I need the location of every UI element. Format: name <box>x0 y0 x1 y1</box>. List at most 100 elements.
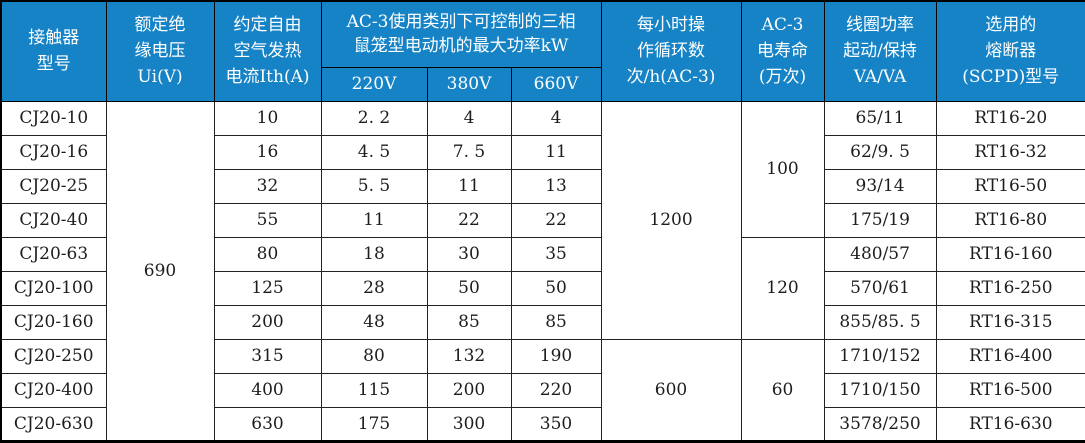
cell-kw-660v: 35 <box>510 236 602 272</box>
cell-thermal-current: 55 <box>213 202 322 238</box>
subcol-header-380v: 380V <box>426 66 512 102</box>
cell-fuse: RT16-500 <box>935 372 1085 408</box>
cell-thermal-current: 400 <box>213 372 322 408</box>
table-row: CJ20-40 55 11 22 22 175/19 RT16-80 <box>0 202 1085 238</box>
cell-model: CJ20-63 <box>0 236 107 272</box>
col-header-cycles: 每小时操 作循环数 次/h(AC-3) <box>600 0 742 102</box>
cell-life-merged: 120 <box>740 236 825 340</box>
col-header-insulation-voltage: 额定绝 缘电压 Ui(V) <box>105 0 215 102</box>
cell-insulation-voltage-merged: 690 <box>105 100 215 442</box>
cell-kw-220v: 48 <box>320 304 428 340</box>
cell-life-merged: 100 <box>740 100 825 238</box>
subcol-header-660v: 660V <box>510 66 602 102</box>
cell-kw-380v: 300 <box>426 406 512 442</box>
cell-kw-660v: 13 <box>510 168 602 204</box>
cell-coil-power: 480/57 <box>823 236 937 272</box>
cell-coil-power: 1710/152 <box>823 338 937 374</box>
cell-kw-380v: 200 <box>426 372 512 408</box>
cell-kw-220v: 4. 5 <box>320 134 428 170</box>
cell-fuse: RT16-50 <box>935 168 1085 204</box>
cell-kw-380v: 4 <box>426 100 512 136</box>
cell-kw-660v: 350 <box>510 406 602 442</box>
cell-thermal-current: 16 <box>213 134 322 170</box>
cell-fuse: RT16-80 <box>935 202 1085 238</box>
cell-kw-660v: 220 <box>510 372 602 408</box>
cell-cycles-merged: 600 <box>600 338 742 442</box>
cell-kw-220v: 11 <box>320 202 428 238</box>
table-body: CJ20-10 690 10 2. 2 4 4 1200 100 65/11 R… <box>0 100 1085 442</box>
cell-kw-660v: 50 <box>510 270 602 306</box>
cell-kw-380v: 11 <box>426 168 512 204</box>
cell-coil-power: 855/85. 5 <box>823 304 937 340</box>
cell-kw-220v: 5. 5 <box>320 168 428 204</box>
cell-model: CJ20-40 <box>0 202 107 238</box>
cell-fuse: RT16-630 <box>935 406 1085 442</box>
cell-kw-380v: 7. 5 <box>426 134 512 170</box>
cell-coil-power: 65/11 <box>823 100 937 136</box>
table-row: CJ20-25 32 5. 5 11 13 93/14 RT16-50 <box>0 168 1085 204</box>
cell-thermal-current: 10 <box>213 100 322 136</box>
cell-coil-power: 570/61 <box>823 270 937 306</box>
cell-fuse: RT16-20 <box>935 100 1085 136</box>
cell-kw-220v: 2. 2 <box>320 100 428 136</box>
cell-kw-220v: 115 <box>320 372 428 408</box>
cell-model: CJ20-400 <box>0 372 107 408</box>
cell-kw-220v: 18 <box>320 236 428 272</box>
cell-kw-380v: 22 <box>426 202 512 238</box>
table-row: CJ20-400 400 115 200 220 1710/150 RT16-5… <box>0 372 1085 408</box>
cell-thermal-current: 315 <box>213 338 322 374</box>
cell-kw-380v: 132 <box>426 338 512 374</box>
col-header-model: 接触器 型号 <box>0 0 107 102</box>
cell-fuse: RT16-400 <box>935 338 1085 374</box>
cell-model: CJ20-16 <box>0 134 107 170</box>
cell-fuse: RT16-250 <box>935 270 1085 306</box>
col-header-fuse: 选用的 熔断器 (SCPD)型号 <box>935 0 1085 102</box>
col-header-thermal-current: 约定自由 空气发热 电流Ith(A) <box>213 0 322 102</box>
col-header-coil-power: 线圈功率 起动/保持 VA/VA <box>823 0 937 102</box>
cell-cycles-merged: 1200 <box>600 100 742 340</box>
cell-kw-660v: 85 <box>510 304 602 340</box>
cell-model: CJ20-630 <box>0 406 107 442</box>
table-row: CJ20-16 16 4. 5 7. 5 11 62/9. 5 RT16-32 <box>0 134 1085 170</box>
cell-coil-power: 3578/250 <box>823 406 937 442</box>
table-row: CJ20-160 200 48 85 85 855/85. 5 RT16-315 <box>0 304 1085 340</box>
table-row: CJ20-250 315 80 132 190 600 60 1710/152 … <box>0 338 1085 442</box>
cell-coil-power: 1710/150 <box>823 372 937 408</box>
table-header: 接触器 型号 额定绝 缘电压 Ui(V) 约定自由 空气发热 电流Ith(A) … <box>0 0 1085 102</box>
cell-fuse: RT16-160 <box>935 236 1085 272</box>
table-row: CJ20-10 690 10 2. 2 4 4 1200 100 65/11 R… <box>0 100 1085 442</box>
cell-model: CJ20-160 <box>0 304 107 340</box>
cell-kw-660v: 4 <box>510 100 602 136</box>
subcol-header-220v: 220V <box>320 66 428 102</box>
cell-fuse: RT16-315 <box>935 304 1085 340</box>
table-row: CJ20-100 125 28 50 50 570/61 RT16-250 <box>0 270 1085 306</box>
cell-model: CJ20-100 <box>0 270 107 306</box>
cell-life-merged: 60 <box>740 338 825 442</box>
cell-thermal-current: 125 <box>213 270 322 306</box>
cell-model: CJ20-10 <box>0 100 107 136</box>
cell-kw-380v: 85 <box>426 304 512 340</box>
table-row: CJ20-630 630 175 300 350 3578/250 RT16-6… <box>0 406 1085 442</box>
cell-coil-power: 175/19 <box>823 202 937 238</box>
cell-model: CJ20-250 <box>0 338 107 374</box>
cell-kw-660v: 11 <box>510 134 602 170</box>
cell-kw-660v: 22 <box>510 202 602 238</box>
cell-thermal-current: 200 <box>213 304 322 340</box>
cell-kw-220v: 175 <box>320 406 428 442</box>
cell-kw-380v: 50 <box>426 270 512 306</box>
cell-model: CJ20-25 <box>0 168 107 204</box>
cell-thermal-current: 32 <box>213 168 322 204</box>
cell-coil-power: 93/14 <box>823 168 937 204</box>
cell-kw-220v: 80 <box>320 338 428 374</box>
cell-kw-660v: 190 <box>510 338 602 374</box>
cell-thermal-current: 80 <box>213 236 322 272</box>
col-header-electrical-life: AC-3 电寿命 (万次) <box>740 0 825 102</box>
cell-thermal-current: 630 <box>213 406 322 442</box>
col-header-max-power-group: AC-3使用类别下可控制的三相 鼠笼型电动机的最大功率kW <box>320 0 602 68</box>
cell-coil-power: 62/9. 5 <box>823 134 937 170</box>
cell-fuse: RT16-32 <box>935 134 1085 170</box>
cell-kw-380v: 30 <box>426 236 512 272</box>
cell-kw-220v: 28 <box>320 270 428 306</box>
